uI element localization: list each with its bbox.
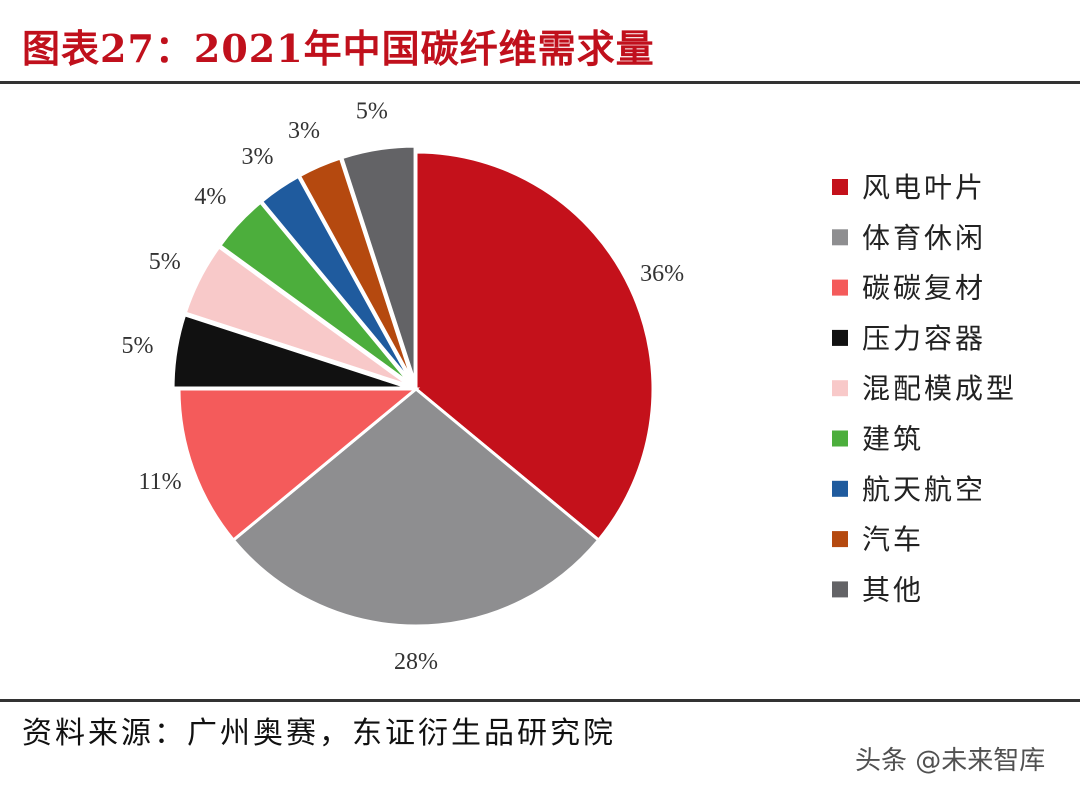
legend-swatch bbox=[832, 531, 848, 548]
watermark: 头条 @未来智库 bbox=[855, 746, 1046, 776]
data-label: 28% bbox=[394, 649, 438, 675]
legend-label: 航天航空 bbox=[862, 473, 986, 506]
pie-slice-9 bbox=[339, 144, 417, 384]
source-note: 资料来源：广州奥赛，东证衍生品研究院 bbox=[22, 716, 616, 751]
pie-slice-2 bbox=[231, 387, 601, 628]
legend-swatch bbox=[832, 581, 848, 598]
legend-swatch bbox=[832, 480, 848, 497]
data-label: 3% bbox=[288, 118, 320, 144]
pie-slice-5 bbox=[183, 244, 412, 388]
legend-label: 碳碳复材 bbox=[862, 272, 986, 305]
bottom-divider bbox=[0, 699, 1080, 702]
data-label: 3% bbox=[241, 144, 273, 170]
legend-swatch bbox=[832, 179, 848, 195]
top-divider bbox=[0, 81, 1080, 84]
legend-label: 体育休闲 bbox=[862, 221, 986, 254]
pie-slice-4 bbox=[171, 312, 411, 390]
data-label: 5% bbox=[121, 333, 153, 359]
legend-label: 建筑 bbox=[862, 423, 924, 456]
pie-slice-3 bbox=[177, 387, 421, 543]
legend-label: 其他 bbox=[862, 573, 924, 606]
data-label: 4% bbox=[194, 184, 226, 210]
legend-label: 风电叶片 bbox=[862, 171, 986, 204]
data-label: 5% bbox=[356, 98, 388, 124]
pie-slice-1 bbox=[414, 150, 655, 543]
data-label: 11% bbox=[139, 469, 182, 495]
legend-label: 压力容器 bbox=[862, 322, 986, 355]
legend-label: 汽车 bbox=[862, 523, 924, 556]
legend-swatch bbox=[832, 229, 848, 246]
data-label: 5% bbox=[149, 249, 181, 275]
pie-slice-8 bbox=[297, 156, 416, 385]
legend-swatch bbox=[832, 279, 848, 296]
chart-title: 图表27：2021年中国碳纤维需求量 bbox=[22, 26, 655, 71]
legend-swatch bbox=[832, 329, 848, 346]
data-label: 36% bbox=[640, 261, 684, 287]
legend-swatch bbox=[832, 380, 848, 397]
legend-swatch bbox=[832, 430, 848, 447]
legend-label: 混配模成型 bbox=[862, 372, 1017, 405]
